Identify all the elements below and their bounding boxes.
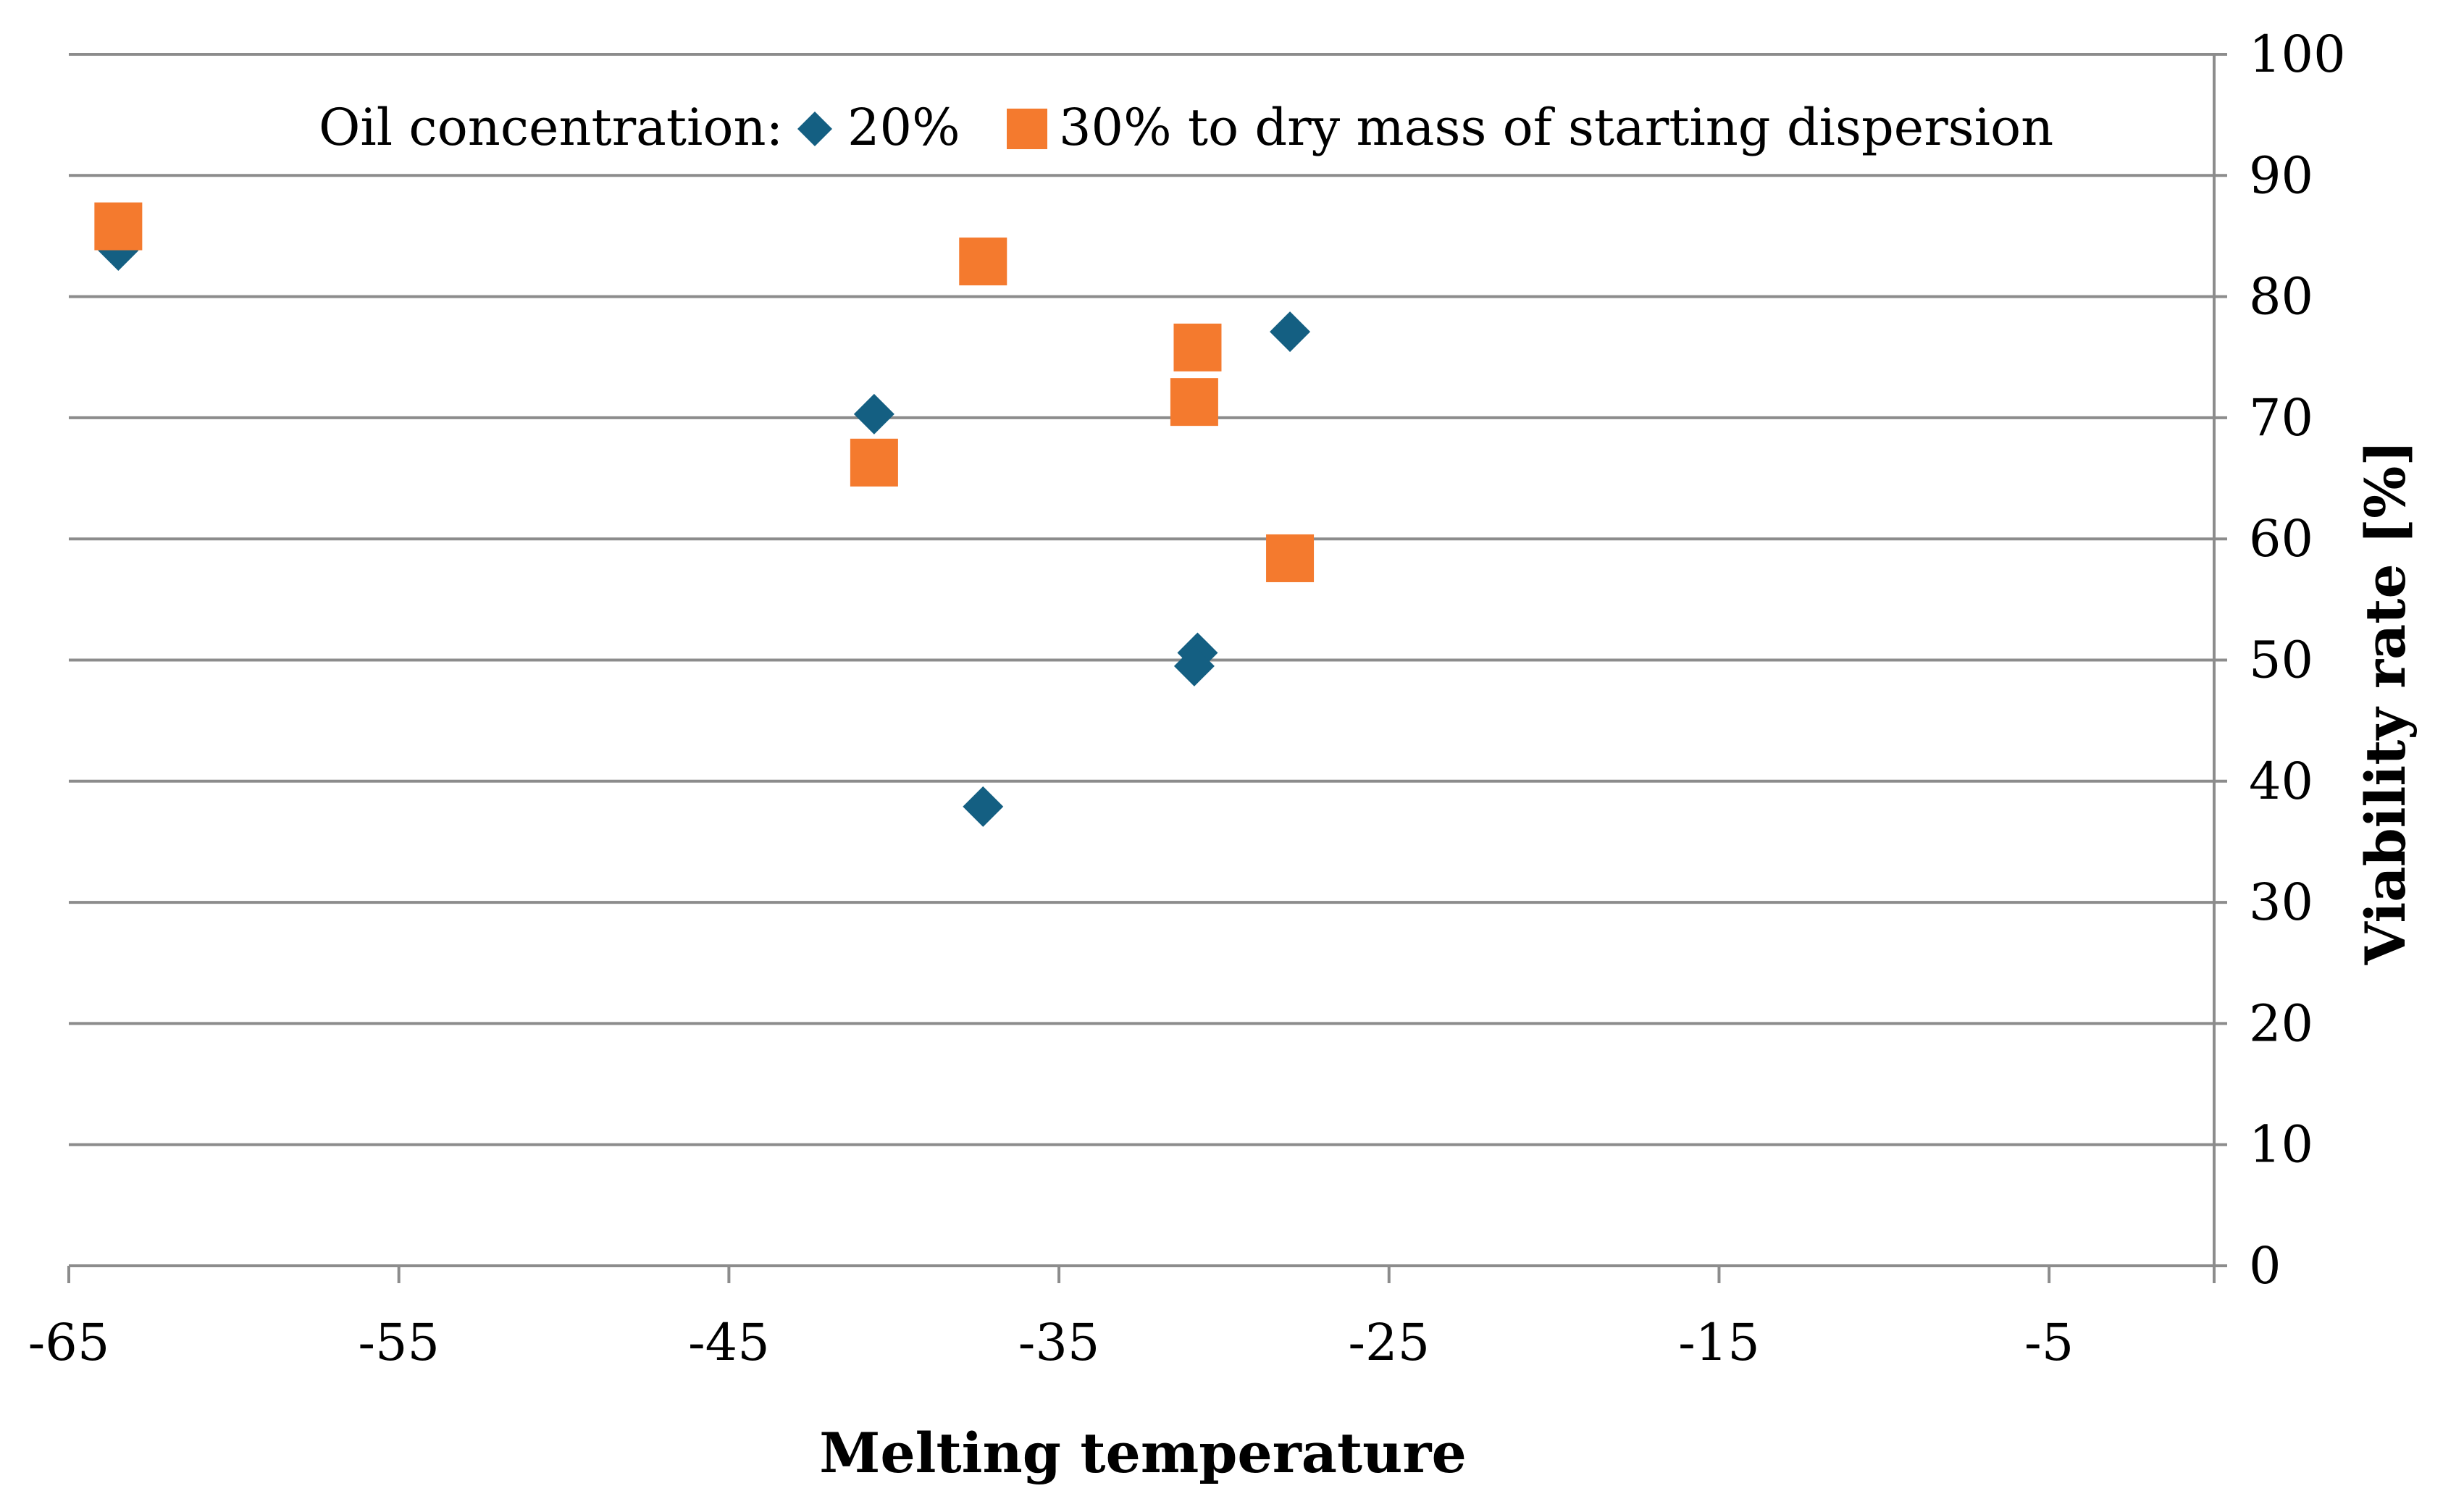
x-tick-label--45: -45 [688, 1313, 770, 1372]
grid-layer [69, 53, 2214, 1146]
y-tick-label-60: 60 [2249, 509, 2313, 568]
y-axis-title: Viability rate [%] [2353, 440, 2418, 966]
point-20pct-1 [853, 393, 894, 434]
point-30pct-4 [1170, 378, 1218, 427]
x-tick-label--25: -25 [1348, 1313, 1430, 1372]
x-tick-label--5: -5 [2024, 1313, 2074, 1372]
x-tick-label--15: -15 [1678, 1313, 1760, 1372]
x-tick-label--65: -65 [28, 1313, 110, 1372]
legend-entries: 20% 30% to dry mass of starting dispersio… [797, 98, 2053, 157]
legend-marker-diamond [797, 112, 832, 146]
x-axis-title: Melting temperature [819, 1421, 1467, 1485]
y-tick-label-70: 70 [2249, 388, 2313, 448]
point-20pct-4 [1173, 645, 1215, 686]
legend-title: Oil concentration: [319, 98, 783, 157]
tick-label-layer: 0 10 20 30 40 50 60 70 80 90 100 -65 -55 -45 -35 -25 -15… [28, 25, 2346, 1372]
y-tick-label-20: 20 [2249, 994, 2313, 1053]
y-tick-label-50: 50 [2249, 631, 2313, 690]
point-30pct-1 [850, 438, 898, 487]
legend-marker-square [1007, 109, 1047, 149]
legend: Oil concentration: 20% 30% to dry mass of… [319, 98, 2053, 157]
x-tick-label--55: -55 [358, 1313, 440, 1372]
point-30pct-2 [959, 238, 1007, 286]
legend-label-1: 30% to dry mass of starting dispersion [1059, 98, 2053, 157]
data-point-layer [94, 202, 1315, 827]
y-tick-label-10: 10 [2249, 1115, 2313, 1175]
point-30pct-0 [94, 202, 143, 251]
point-30pct-5 [1266, 534, 1315, 582]
x-tick-label--35: -35 [1018, 1313, 1100, 1372]
point-20pct-5 [1270, 311, 1311, 353]
y-tick-label-30: 30 [2249, 873, 2313, 932]
y-tick-label-90: 90 [2249, 146, 2313, 205]
point-20pct-2 [963, 786, 1004, 827]
y-tick-label-0: 0 [2249, 1236, 2281, 1295]
y-tick-label-100: 100 [2249, 25, 2346, 84]
y-tick-label-80: 80 [2249, 267, 2313, 327]
y-tick-label-40: 40 [2249, 752, 2313, 811]
legend-label-0: 20% [847, 98, 960, 157]
point-30pct-3 [1173, 323, 1222, 371]
axis-layer [67, 53, 2227, 1283]
